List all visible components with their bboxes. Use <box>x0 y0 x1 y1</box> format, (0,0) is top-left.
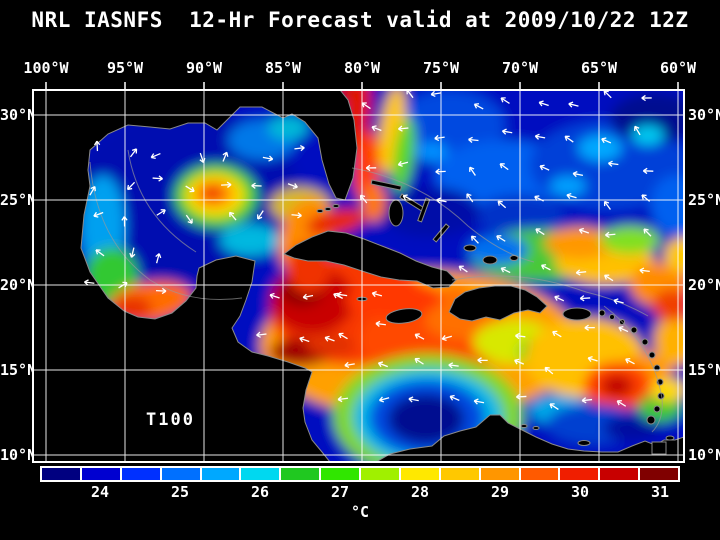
lat-tick-label-right: 30°N <box>688 106 720 124</box>
colorbar-cell <box>361 468 401 480</box>
lat-tick-label-left: 30°N <box>0 106 37 124</box>
lat-tick-label-left: 10°N <box>0 446 37 464</box>
colorbar-cell <box>121 468 162 480</box>
colorbar-cell <box>600 468 641 480</box>
land-puerto-rico <box>562 307 592 321</box>
colorbar-tick: 26 <box>250 483 270 501</box>
colorbar-cell <box>480 468 521 480</box>
colorbar-unit: °C <box>350 503 370 521</box>
page-title: NRL IASNFS 12-Hr Forecast valid at 2009/… <box>31 8 689 32</box>
lat-tick-label-right: 10°N <box>688 446 720 464</box>
plot-frame <box>32 89 685 463</box>
colorbar-tick: 27 <box>330 483 350 501</box>
colorbar-cell <box>241 468 282 480</box>
colorbar-cell <box>640 468 678 480</box>
colorbar-cell <box>201 468 242 480</box>
land-jamaica <box>385 308 423 324</box>
colorbar-tick: 25 <box>170 483 190 501</box>
colorbar-cell <box>161 468 202 480</box>
lat-tick-label-left: 25°N <box>0 191 37 209</box>
colorbar-cell <box>400 468 441 480</box>
colorbar-cell <box>281 468 322 480</box>
lon-tick-label: 70°W <box>501 59 539 77</box>
lat-tick-label-right: 25°N <box>688 191 720 209</box>
colorbar-cell <box>440 468 481 480</box>
field-label: T100 <box>146 410 195 430</box>
land-cuba <box>282 230 457 289</box>
bahamas-islands <box>370 179 519 265</box>
colorbar-cell <box>520 468 561 480</box>
colorbar-cell <box>42 468 82 480</box>
lon-tick-label: 95°W <box>106 59 144 77</box>
colorbar-cell <box>321 468 361 480</box>
lon-tick-label: 80°W <box>343 59 381 77</box>
lat-tick-label-left: 20°N <box>0 276 37 294</box>
land-south-america <box>374 414 684 462</box>
current-vector-arrows <box>84 90 654 410</box>
colorbar-tick: 24 <box>90 483 110 501</box>
land-hispaniola <box>448 285 548 322</box>
colorbar-tick: 30 <box>570 483 590 501</box>
colorbar-tick: 29 <box>490 483 510 501</box>
colorbar-cell <box>560 468 601 480</box>
lon-tick-label: 75°W <box>422 59 460 77</box>
lon-tick-label: 85°W <box>264 59 302 77</box>
lat-tick-label-right: 15°N <box>688 361 720 379</box>
colorbar-tick: 28 <box>410 483 430 501</box>
lon-tick-label: 90°W <box>185 59 223 77</box>
colorbar-tick: 31 <box>650 483 670 501</box>
lon-tick-label: 100°W <box>23 59 69 77</box>
lat-tick-label-left: 15°N <box>0 361 37 379</box>
bathymetry-contours <box>89 149 663 433</box>
colorbar-cell <box>81 468 122 480</box>
colorbar <box>40 466 680 482</box>
florida-keys <box>316 204 340 213</box>
lon-tick-label: 65°W <box>580 59 618 77</box>
latlon-grid <box>33 90 684 462</box>
lon-tick-label: 60°W <box>659 59 697 77</box>
lat-tick-label-right: 20°N <box>688 276 720 294</box>
lon-tick-marks <box>45 82 679 90</box>
